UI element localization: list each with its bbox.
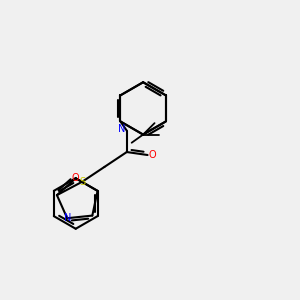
Text: S: S [79,177,85,187]
Text: N: N [64,213,71,223]
Text: O: O [148,150,156,160]
Text: N: N [118,124,125,134]
Text: O: O [72,173,80,183]
